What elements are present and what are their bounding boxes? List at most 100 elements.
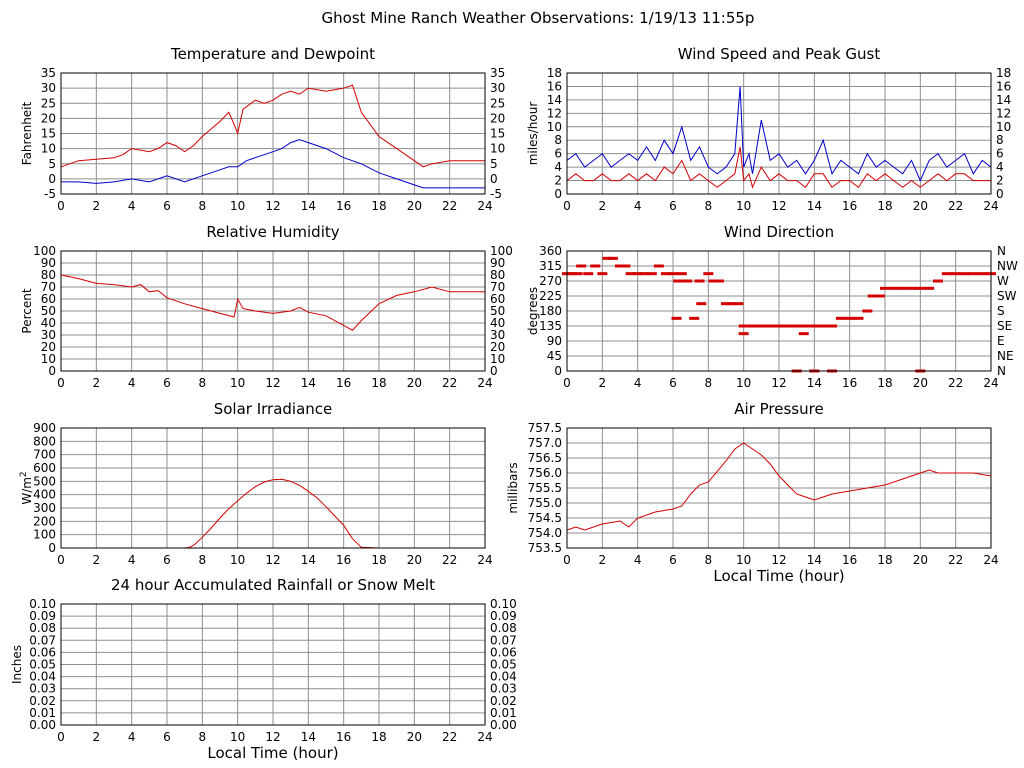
x-tick-label: 22 <box>948 199 963 213</box>
y-tick-label: 900 <box>33 421 56 435</box>
y-tick-label: 18 <box>547 66 562 80</box>
x-tick-label: 20 <box>407 553 422 567</box>
y-axis-label-text: miles/hour <box>526 102 540 166</box>
y-tick-label: 12 <box>547 106 562 120</box>
data-point <box>615 264 625 268</box>
plot-frame <box>566 427 992 549</box>
y-tick-label: 90 <box>41 256 56 270</box>
y-tick-label-right: 25 <box>490 96 505 110</box>
y-tick-label: 16 <box>547 79 562 93</box>
y-tick-label: 0 <box>554 187 562 201</box>
y-tick-label-right: 50 <box>490 304 505 318</box>
x-tick-label: 14 <box>301 376 316 390</box>
y-tick-label-right: 0.08 <box>490 621 517 635</box>
data-point <box>835 316 846 320</box>
data-point <box>721 302 731 306</box>
data-point <box>733 302 744 306</box>
y-tick-label: 200 <box>33 514 56 528</box>
x-tick-label: 14 <box>807 376 822 390</box>
y-tick-label: 0.05 <box>29 658 56 672</box>
x-tick-label: 18 <box>371 199 386 213</box>
compass-label: NW <box>997 259 1018 273</box>
compass-label: N <box>997 364 1006 378</box>
x-tick-label: 10 <box>230 730 245 744</box>
series-line-red <box>566 146 991 189</box>
x-tick-label: 2 <box>599 553 607 567</box>
chart-title: Solar Irradiance <box>214 400 333 418</box>
x-tick-label: 16 <box>336 553 351 567</box>
y-tick-label: 8 <box>554 133 562 147</box>
y-tick-label: 0.04 <box>29 670 56 684</box>
x-tick-label: 2 <box>93 553 101 567</box>
y-tick-label: 360 <box>539 244 562 258</box>
x-tick-label: 12 <box>771 376 786 390</box>
plot-frame <box>60 603 486 726</box>
y-tick-label-right: 0 <box>490 364 498 378</box>
series-line-blue <box>61 139 485 189</box>
y-tick-label: 135 <box>539 319 562 333</box>
data-point <box>738 324 749 328</box>
series-line-red <box>60 84 485 168</box>
x-tick-label: 6 <box>669 376 677 390</box>
x-tick-label: 10 <box>230 199 245 213</box>
plot-frame <box>60 72 486 195</box>
x-tick-label: 24 <box>477 730 492 744</box>
y-tick-label-right: 60 <box>490 292 505 306</box>
y-axis-label-text: W/m <box>20 477 34 505</box>
x-tick-label: 18 <box>877 553 892 567</box>
x-tick-label: 6 <box>669 199 677 213</box>
series-line-red <box>60 274 485 331</box>
y-tick-label: 0.01 <box>29 706 56 720</box>
x-tick-label: 22 <box>442 553 457 567</box>
x-tick-label: 10 <box>736 199 751 213</box>
y-tick-label: 45 <box>547 349 562 363</box>
y-tick-label-right: -5 <box>490 187 502 201</box>
y-axis-label: millibars <box>506 462 520 513</box>
data-point <box>646 272 657 276</box>
x-tick-label: 14 <box>301 553 316 567</box>
chart-rainfall: 24 hour Accumulated Rainfall or Snow Mel… <box>10 576 517 762</box>
y-tick-label-right: 0.07 <box>490 633 517 647</box>
y-tick-label: 0 <box>48 172 56 186</box>
y-tick-label: 6 <box>554 147 562 161</box>
x-tick-label: 4 <box>634 553 642 567</box>
y-tick-label: 30 <box>41 328 56 342</box>
y-tick-label-right: 80 <box>490 268 505 282</box>
data-point <box>880 286 890 290</box>
x-tick-label: 14 <box>301 199 316 213</box>
x-tick-label: 4 <box>634 199 642 213</box>
plot-frame <box>566 72 992 195</box>
y-axis-label: degrees <box>526 287 540 335</box>
compass-label: E <box>997 334 1005 348</box>
x-tick-label: 18 <box>371 376 386 390</box>
y-tick-label: 757.0 <box>528 436 562 450</box>
y-tick-label-right: 0.10 <box>490 597 517 611</box>
x-tick-label: 8 <box>199 730 207 744</box>
chart-title: Temperature and Dewpoint <box>170 45 375 63</box>
y-tick-label: 756.5 <box>528 451 562 465</box>
y-axis-label-text: Fahrenheit <box>20 101 34 165</box>
x-tick-label: 0 <box>563 199 571 213</box>
y-tick-label: 700 <box>33 448 56 462</box>
x-tick-label: 20 <box>407 376 422 390</box>
data-point <box>809 324 820 328</box>
x-tick-label: 22 <box>442 376 457 390</box>
x-tick-label: 2 <box>93 376 101 390</box>
y-axis-label: miles/hour <box>526 102 540 166</box>
y-tick-label: 14 <box>547 93 562 107</box>
x-tick-label: 18 <box>877 199 892 213</box>
y-tick-label-right: 5 <box>490 157 498 171</box>
x-tick-label: 12 <box>265 376 280 390</box>
series-line-red <box>61 478 485 549</box>
compass-label: S <box>997 304 1005 318</box>
y-tick-label: 0.07 <box>29 633 56 647</box>
data-point <box>713 279 724 283</box>
y-tick-label: 400 <box>33 488 56 502</box>
data-point <box>689 316 700 320</box>
y-tick-label: 0.00 <box>29 718 56 732</box>
